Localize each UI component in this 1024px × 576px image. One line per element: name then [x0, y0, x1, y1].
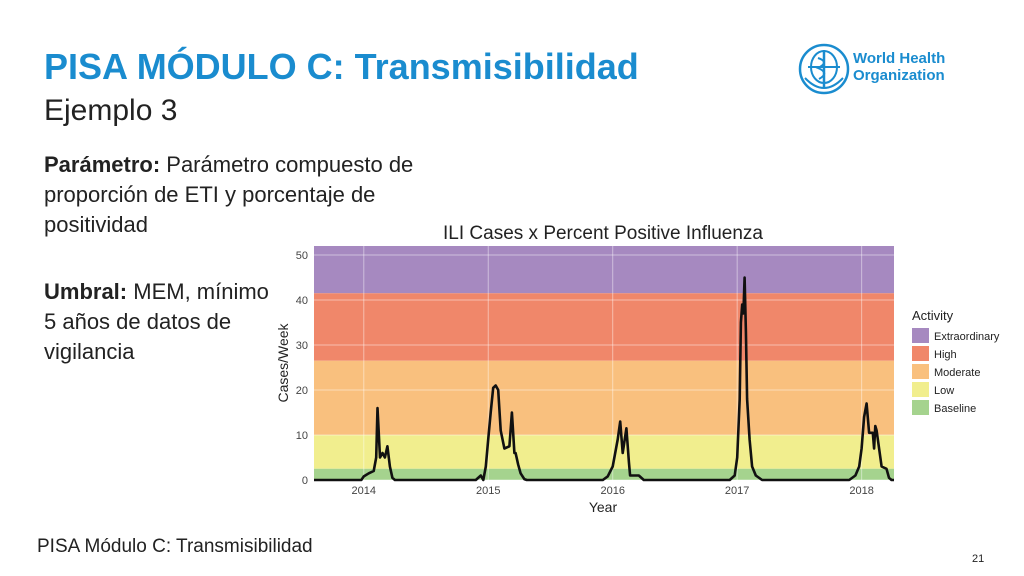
legend: Activity Extraordinary High Moderate Low Bas…	[912, 308, 1000, 415]
legend-item-label: Low	[934, 385, 954, 397]
who-logo: World Health Organization	[797, 42, 957, 98]
legend-swatch	[912, 382, 929, 397]
x-tick-label: 2016	[600, 485, 624, 497]
y-tick-label: 0	[302, 475, 308, 487]
legend-item-label: Extraordinary	[934, 331, 1000, 343]
legend-item-label: Moderate	[934, 367, 980, 379]
x-axis-label: Year	[589, 499, 618, 515]
x-tick-label: 2018	[849, 485, 873, 497]
y-tick-label: 40	[296, 295, 308, 307]
y-tick-label: 30	[296, 340, 308, 352]
chart-title: ILI Cases x Percent Positive Influenza	[443, 223, 763, 244]
parameter-text: Parámetro: Parámetro compuesto de propor…	[44, 150, 464, 240]
y-tick-label: 20	[296, 385, 308, 397]
ili-chart: ILI Cases x Percent Positive Influenza 0…	[275, 223, 1000, 515]
slide-title: PISA MÓDULO C: Transmisibilidad	[44, 46, 639, 87]
band-low	[314, 435, 894, 469]
who-logo-text: World Health Organization	[853, 50, 946, 84]
threshold-label: Umbral:	[44, 279, 128, 304]
threshold-text: Umbral: MEM, mínimo 5 años de datos de v…	[44, 277, 274, 367]
legend-title: Activity	[912, 308, 954, 323]
legend-item-label: High	[934, 349, 957, 361]
parameter-description: Parámetro compuesto de proporción de ETI…	[44, 152, 414, 237]
band-baseline	[314, 468, 894, 480]
band-extraordinary	[314, 246, 894, 294]
x-tick-label: 2015	[476, 485, 500, 497]
y-tick-label: 50	[296, 250, 308, 262]
legend-swatch	[912, 400, 929, 415]
x-tick-label: 2014	[352, 485, 376, 497]
band-moderate	[314, 360, 894, 435]
threshold-description: MEM, mínimo 5 años de datos de vigilanci…	[44, 279, 269, 364]
legend-swatch	[912, 346, 929, 361]
x-tick-label: 2017	[725, 485, 749, 497]
series-line	[314, 276, 894, 482]
legend-swatch	[912, 328, 929, 343]
legend-swatch	[912, 364, 929, 379]
y-tick-label: 10	[296, 430, 308, 442]
legend-item-label: Baseline	[934, 403, 976, 415]
parameter-label: Parámetro:	[44, 152, 161, 177]
band-high	[314, 293, 894, 361]
y-axis-label: Cases/Week	[275, 322, 291, 402]
who-emblem-icon	[798, 43, 850, 95]
footer-text: PISA Módulo C: Transmisibilidad	[37, 536, 313, 557]
slide-subtitle: Ejemplo 3	[44, 94, 178, 127]
page-number: 21	[972, 553, 985, 565]
